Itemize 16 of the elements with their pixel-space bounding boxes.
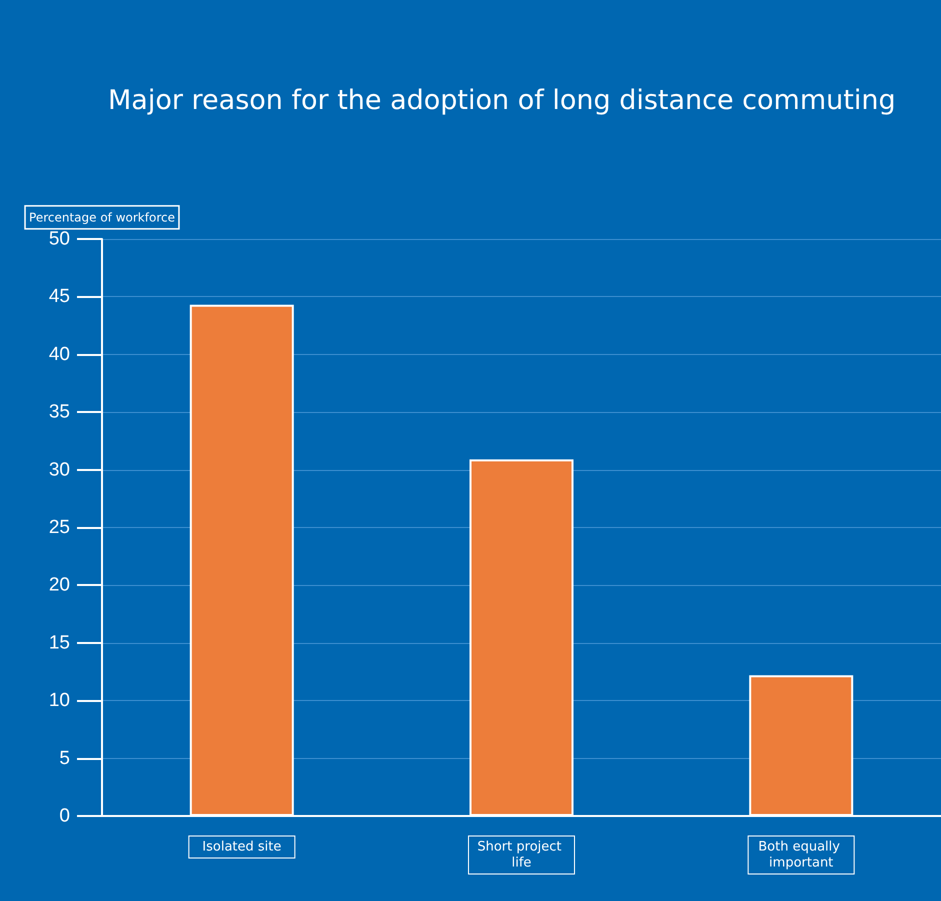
- y-tick-label: 50: [48, 228, 70, 250]
- chart-title: Major reason for the adoption of long distance commuting: [108, 85, 896, 116]
- x-tick-label: Isolated site: [202, 840, 282, 854]
- y-tick-label: 40: [48, 344, 70, 365]
- y-tick-label: 30: [48, 459, 70, 480]
- y-tick-label: 10: [48, 690, 70, 712]
- y-axis-title: Percentage of workforce: [29, 210, 175, 224]
- y-tick-label: 45: [48, 286, 70, 308]
- x-tick-label: Short project life: [477, 840, 566, 870]
- x-tick-label: Both equally important: [758, 840, 844, 870]
- y-tick-label: 25: [48, 517, 70, 538]
- y-tick-label: 15: [48, 632, 70, 654]
- y-tick-label: 20: [48, 574, 70, 596]
- y-tick-label: 5: [59, 748, 70, 769]
- y-tick-label: 0: [59, 806, 70, 826]
- y-tick-label: 35: [48, 402, 70, 423]
